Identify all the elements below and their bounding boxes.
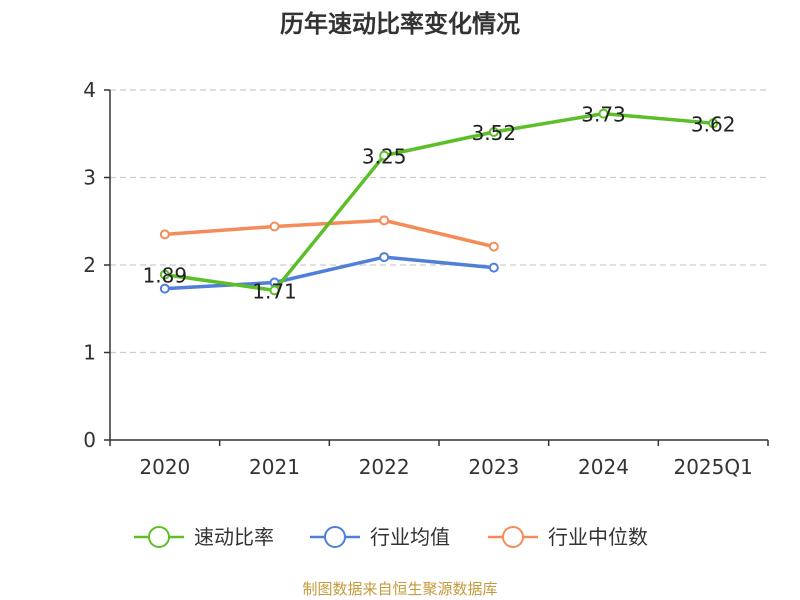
data-label: 1.71 [252,279,297,303]
data-point [598,108,609,119]
source-note: 制图数据来自恒生聚源数据库 [302,580,497,598]
data-label: 3.52 [472,121,517,145]
data-labels: 1.89 1.71 3.25 3.52 3.73 3.62 [143,103,736,304]
chart-title: 历年速动比率变化情况 [280,10,520,38]
x-tick-label: 2021 [249,455,300,479]
legend-marker [502,526,524,548]
data-point [269,285,280,296]
data-point [159,283,170,294]
axes: 0 1 2 3 4 2020 2021 2022 2023 2024 2025Q1 [83,78,769,479]
data-label: 3.73 [581,103,626,127]
series-line [164,255,495,291]
grid [110,89,768,354]
x-tick-label: 2020 [139,455,190,479]
y-tick-label: 2 [83,253,96,277]
data-point [488,262,499,273]
data-point [159,269,170,280]
data-point [159,229,170,240]
data-point [488,241,499,252]
x-tick-label: 2023 [468,455,519,479]
data-point [379,150,390,161]
data-point [379,252,390,263]
data-point [708,118,719,129]
data-point [269,221,280,232]
plot-area [159,108,719,296]
legend: 速动比率 行业均值 行业中位数 [134,525,648,549]
y-tick-label: 4 [83,78,96,102]
data-label: 3.25 [362,145,407,169]
data-point [379,215,390,226]
legend-label: 速动比率 [194,525,274,549]
y-tick-label: 1 [83,341,96,365]
data-label: 3.62 [691,112,736,136]
series-line [164,111,714,293]
x-tick-label: 2024 [578,455,629,479]
data-label: 1.89 [143,264,188,288]
x-tick-label: 2022 [359,455,410,479]
x-tick-label: 2025Q1 [673,455,752,479]
legend-label: 行业均值 [370,525,450,549]
y-tick-label: 0 [83,428,96,452]
data-point [488,127,499,137]
legend-marker [148,526,170,548]
y-tick-label: 3 [83,166,96,190]
legend-marker [324,526,346,548]
legend-label: 行业中位数 [548,525,648,549]
